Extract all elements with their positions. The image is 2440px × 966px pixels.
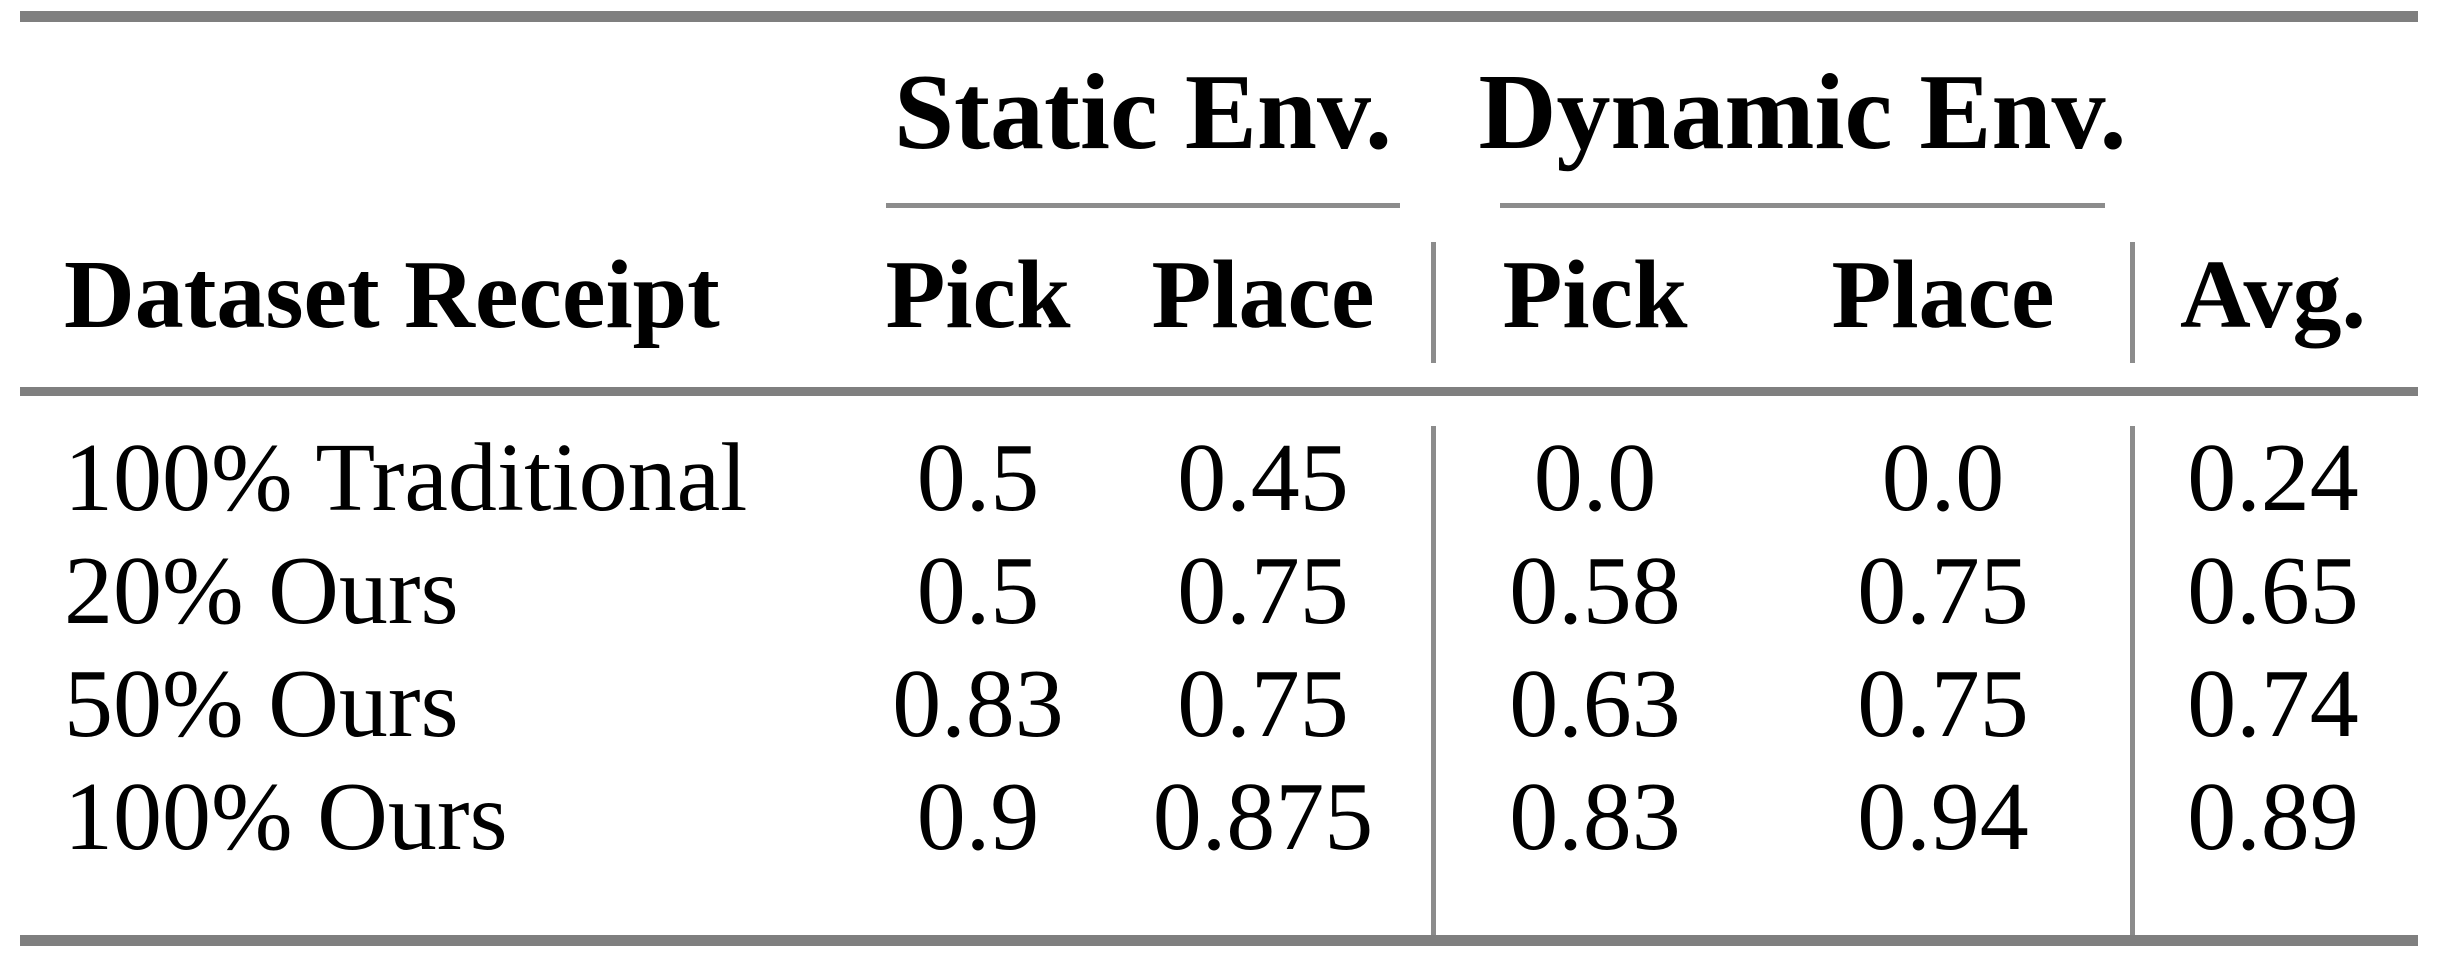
cell-value: 0.65 [2187,536,2359,645]
table-row: 100% Ours 0.9 0.875 0.83 0.94 0.89 [20,760,2417,873]
column-separator-1-body [1431,426,1436,940]
column-separator-1-header [1431,242,1436,363]
table-row: 100% Traditional 0.5 0.45 0.0 0.0 0.24 [20,421,2417,534]
cell-value: 0.83 [1509,762,1681,871]
cmidrule-static-env [886,203,1400,208]
cell-value: 0.0 [1533,423,1657,532]
cell-value: 0.74 [2187,649,2359,758]
row-label: 100% Traditional [64,423,748,532]
cell-value: 0.5 [916,423,1040,532]
row-label: 100% Ours [64,762,508,871]
cell-value: 0.89 [2187,762,2359,871]
table-row: 50% Ours 0.83 0.75 0.63 0.75 0.74 [20,647,2417,760]
header-body-rule [20,387,2418,396]
cell-value: 0.75 [1177,649,1349,758]
column-header-static-place: Place [1151,240,1375,349]
column-header-static-pick: Pick [885,240,1071,349]
cell-value: 0.83 [892,649,1064,758]
column-header-dataset-receipt: Dataset Receipt [64,240,720,349]
cell-value: 0.24 [2187,423,2359,532]
cell-value: 0.75 [1857,536,2029,645]
cell-value: 0.875 [1152,762,1374,871]
cell-value: 0.5 [916,536,1040,645]
top-rule [20,11,2418,22]
cell-value: 0.63 [1509,649,1681,758]
column-header-dynamic-pick: Pick [1502,240,1688,349]
bottom-rule [20,935,2418,946]
cell-value: 0.9 [916,762,1040,871]
row-label: 50% Ours [64,649,459,758]
column-separator-2-body [2130,426,2135,940]
row-label: 20% Ours [64,536,459,645]
cell-value: 0.94 [1857,762,2029,871]
group-header-static-env: Static Env. [893,52,1393,172]
header-row: Dataset Receipt Pick Place Pick Place Av… [20,238,2417,351]
column-separator-2-header [2130,242,2135,363]
cell-value: 0.75 [1857,649,2029,758]
cmidrule-dynamic-env [1500,203,2105,208]
column-header-dynamic-place: Place [1831,240,2055,349]
cell-value: 0.45 [1177,423,1349,532]
group-header-dynamic-env: Dynamic Env. [1478,52,2127,172]
cell-value: 0.58 [1509,536,1681,645]
column-header-avg: Avg. [2180,240,2366,349]
cell-value: 0.0 [1881,423,2005,532]
cell-value: 0.75 [1177,536,1349,645]
table-row: 20% Ours 0.5 0.75 0.58 0.75 0.65 [20,534,2417,647]
